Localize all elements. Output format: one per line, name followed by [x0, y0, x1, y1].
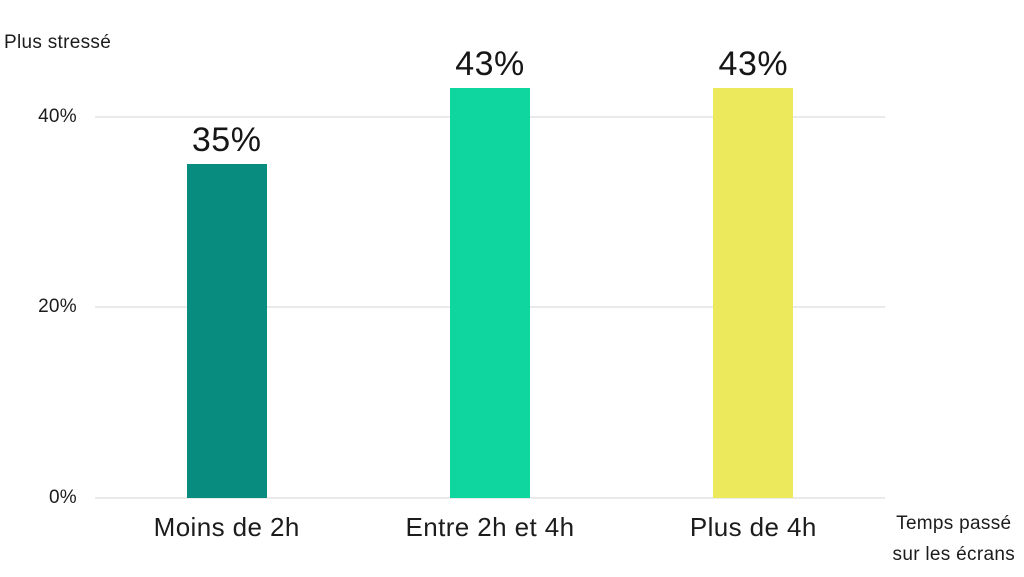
x-category-labels: Moins de 2h Entre 2h et 4h Plus de 4h [95, 512, 885, 543]
bar-value-label: 43% [455, 45, 525, 84]
bar [449, 88, 530, 498]
bar-value-label: 43% [718, 45, 789, 84]
y-axis-title: Plus stressé [4, 32, 112, 53]
y-tick-label: 0% [48, 487, 77, 508]
bar-value-label: 35% [191, 121, 262, 160]
category-label: Moins de 2h [153, 512, 300, 542]
y-tick-label: 40% [38, 105, 77, 127]
y-axis-ticks: 0% 20% 40% [0, 69, 77, 508]
plot-area: 35% 43% 43% [95, 47, 885, 499]
category-label: Plus de 4h [689, 512, 817, 542]
y-tick-label: 20% [38, 296, 77, 318]
bars-row: 35% 43% 43% [95, 47, 885, 498]
bar-group: 43% [358, 47, 621, 498]
x-axis-title-line-1: Temps passé [896, 513, 1012, 534]
x-axis-title: Temps passé sur les écrans [893, 508, 1015, 570]
bar-group: 35% [95, 123, 358, 498]
bar-group: 43% [622, 47, 885, 498]
bar [713, 88, 794, 498]
gridline [95, 497, 885, 499]
x-axis-title-line-2: sur les écrans [892, 544, 1015, 565]
bar [186, 164, 267, 498]
category-label: Entre 2h et 4h [405, 512, 575, 542]
